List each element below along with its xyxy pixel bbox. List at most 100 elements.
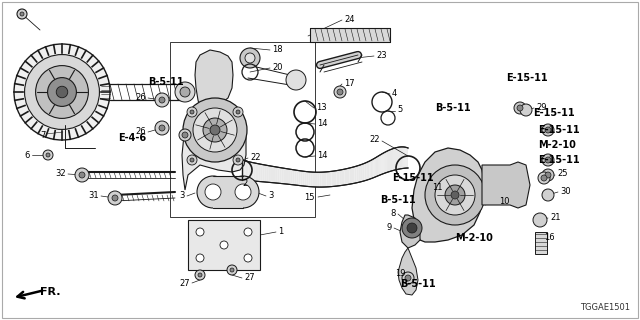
Circle shape (210, 125, 220, 135)
Circle shape (541, 175, 547, 181)
Circle shape (46, 153, 50, 157)
Polygon shape (395, 148, 396, 170)
Polygon shape (394, 148, 395, 170)
Polygon shape (407, 148, 408, 168)
Polygon shape (269, 166, 271, 182)
Text: 9: 9 (387, 222, 392, 231)
Circle shape (402, 272, 414, 284)
Polygon shape (377, 156, 378, 176)
Text: 14: 14 (317, 150, 328, 159)
Polygon shape (404, 147, 406, 168)
Text: 13: 13 (316, 102, 326, 111)
Polygon shape (260, 164, 262, 182)
Circle shape (542, 124, 554, 136)
Circle shape (43, 150, 53, 160)
Text: 8: 8 (390, 209, 396, 218)
Circle shape (235, 184, 251, 200)
Polygon shape (349, 167, 352, 184)
Circle shape (337, 89, 343, 95)
Polygon shape (326, 172, 329, 187)
Polygon shape (392, 148, 393, 171)
Circle shape (230, 268, 234, 272)
Polygon shape (344, 169, 347, 185)
Text: FR.: FR. (40, 287, 61, 297)
Circle shape (205, 184, 221, 200)
Polygon shape (182, 105, 246, 190)
Polygon shape (244, 161, 246, 180)
Text: 29: 29 (536, 102, 547, 111)
Circle shape (193, 108, 237, 152)
Circle shape (190, 110, 194, 114)
Polygon shape (482, 162, 530, 208)
Polygon shape (255, 163, 257, 181)
Text: E-15-11: E-15-11 (538, 125, 580, 135)
Text: B-5-11: B-5-11 (400, 279, 436, 289)
Circle shape (517, 105, 523, 111)
Polygon shape (391, 149, 392, 171)
Polygon shape (243, 160, 244, 180)
Polygon shape (252, 162, 253, 181)
Polygon shape (257, 164, 259, 181)
Text: 25: 25 (557, 170, 568, 179)
Polygon shape (332, 171, 334, 187)
Polygon shape (372, 159, 373, 178)
Circle shape (112, 195, 118, 201)
Polygon shape (393, 148, 394, 171)
Circle shape (203, 118, 227, 142)
Circle shape (187, 107, 197, 117)
Text: 1: 1 (278, 227, 284, 236)
Polygon shape (329, 171, 332, 187)
Text: E-15-11: E-15-11 (538, 155, 580, 165)
Polygon shape (294, 170, 296, 185)
Circle shape (425, 165, 485, 225)
Circle shape (197, 176, 229, 208)
Text: 30: 30 (560, 187, 571, 196)
Polygon shape (406, 148, 407, 168)
Polygon shape (342, 169, 344, 185)
Polygon shape (259, 164, 260, 182)
Polygon shape (386, 151, 387, 173)
Polygon shape (253, 163, 255, 181)
Text: 4: 4 (392, 89, 397, 98)
Polygon shape (284, 168, 286, 184)
Polygon shape (347, 168, 349, 185)
Circle shape (545, 157, 551, 163)
Polygon shape (389, 150, 390, 172)
Circle shape (236, 158, 240, 162)
Text: 3: 3 (268, 191, 273, 201)
Text: 20: 20 (272, 62, 282, 71)
Text: 27: 27 (179, 278, 190, 287)
Text: 32: 32 (56, 169, 66, 178)
Polygon shape (290, 169, 292, 185)
Circle shape (542, 189, 554, 201)
Circle shape (17, 9, 27, 19)
Circle shape (182, 132, 188, 138)
Polygon shape (247, 161, 248, 180)
Text: 11: 11 (432, 182, 442, 191)
Polygon shape (371, 160, 372, 179)
Text: M-2-10: M-2-10 (455, 233, 493, 243)
Text: 17: 17 (344, 78, 355, 87)
Polygon shape (337, 170, 339, 186)
Text: 18: 18 (272, 44, 283, 53)
Polygon shape (381, 154, 383, 174)
Polygon shape (369, 160, 371, 179)
Circle shape (514, 102, 526, 114)
Text: E-4-6: E-4-6 (118, 133, 146, 143)
Circle shape (20, 12, 24, 16)
Text: 23: 23 (376, 51, 387, 60)
Circle shape (36, 66, 88, 118)
Circle shape (435, 175, 475, 215)
Circle shape (159, 97, 165, 103)
Polygon shape (401, 147, 402, 169)
Text: 5: 5 (397, 106, 403, 115)
Circle shape (286, 70, 306, 90)
Circle shape (245, 53, 255, 63)
Circle shape (542, 169, 554, 181)
Polygon shape (399, 147, 400, 169)
Circle shape (196, 254, 204, 262)
Polygon shape (282, 168, 284, 184)
Circle shape (196, 228, 204, 236)
Polygon shape (315, 172, 317, 187)
Text: 22: 22 (369, 135, 380, 145)
